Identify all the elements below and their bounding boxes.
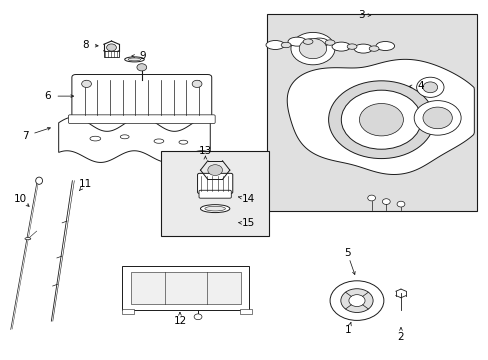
Text: 6: 6 xyxy=(44,91,51,101)
Circle shape xyxy=(413,100,460,135)
Circle shape xyxy=(422,107,451,129)
Ellipse shape xyxy=(309,38,328,47)
Text: 7: 7 xyxy=(22,131,29,141)
Ellipse shape xyxy=(25,238,31,240)
Text: 1: 1 xyxy=(344,325,351,336)
Ellipse shape xyxy=(204,206,225,211)
Ellipse shape xyxy=(368,46,378,51)
FancyBboxPatch shape xyxy=(72,75,211,120)
Circle shape xyxy=(367,195,375,201)
Ellipse shape xyxy=(325,40,334,45)
Text: 2: 2 xyxy=(397,332,404,342)
Ellipse shape xyxy=(128,58,141,61)
Circle shape xyxy=(194,314,202,320)
Ellipse shape xyxy=(375,41,394,50)
Ellipse shape xyxy=(287,37,306,46)
Circle shape xyxy=(290,32,334,65)
Polygon shape xyxy=(286,59,473,175)
Text: 12: 12 xyxy=(173,316,186,326)
Ellipse shape xyxy=(303,39,312,44)
Text: 10: 10 xyxy=(14,194,27,204)
Text: 5: 5 xyxy=(343,248,350,258)
Ellipse shape xyxy=(124,57,144,62)
Circle shape xyxy=(340,289,372,312)
Circle shape xyxy=(192,80,202,87)
Circle shape xyxy=(382,199,389,204)
Bar xyxy=(103,51,119,57)
Circle shape xyxy=(299,39,326,59)
Circle shape xyxy=(328,81,433,158)
Ellipse shape xyxy=(346,44,356,49)
Text: 4: 4 xyxy=(416,81,423,91)
Ellipse shape xyxy=(353,44,372,53)
Ellipse shape xyxy=(281,42,290,48)
FancyBboxPatch shape xyxy=(199,190,231,198)
Circle shape xyxy=(81,80,91,87)
Ellipse shape xyxy=(154,139,163,143)
Ellipse shape xyxy=(90,136,101,141)
Ellipse shape xyxy=(331,42,350,51)
Text: 8: 8 xyxy=(82,40,89,50)
FancyBboxPatch shape xyxy=(68,115,215,123)
Ellipse shape xyxy=(265,40,284,49)
Bar xyxy=(131,272,240,304)
Bar xyxy=(122,266,249,310)
Bar xyxy=(122,309,134,314)
Circle shape xyxy=(359,104,403,136)
Circle shape xyxy=(106,44,116,51)
Ellipse shape xyxy=(36,177,42,184)
Ellipse shape xyxy=(120,135,129,139)
Text: 15: 15 xyxy=(241,218,255,228)
FancyBboxPatch shape xyxy=(197,174,232,194)
Polygon shape xyxy=(59,117,210,162)
Text: 13: 13 xyxy=(198,146,212,156)
Circle shape xyxy=(329,281,383,320)
Bar xyxy=(239,309,251,314)
Bar xyxy=(266,14,476,211)
Text: 9: 9 xyxy=(139,51,146,61)
Text: 11: 11 xyxy=(79,179,92,189)
Text: 14: 14 xyxy=(241,194,255,204)
Ellipse shape xyxy=(179,140,187,144)
Circle shape xyxy=(341,90,421,149)
Circle shape xyxy=(137,64,146,71)
Circle shape xyxy=(422,82,437,93)
Ellipse shape xyxy=(200,204,229,212)
Circle shape xyxy=(396,201,404,207)
Bar xyxy=(161,151,268,236)
Circle shape xyxy=(207,165,222,176)
Circle shape xyxy=(416,77,443,97)
Circle shape xyxy=(348,294,364,306)
Text: 3: 3 xyxy=(358,10,365,20)
